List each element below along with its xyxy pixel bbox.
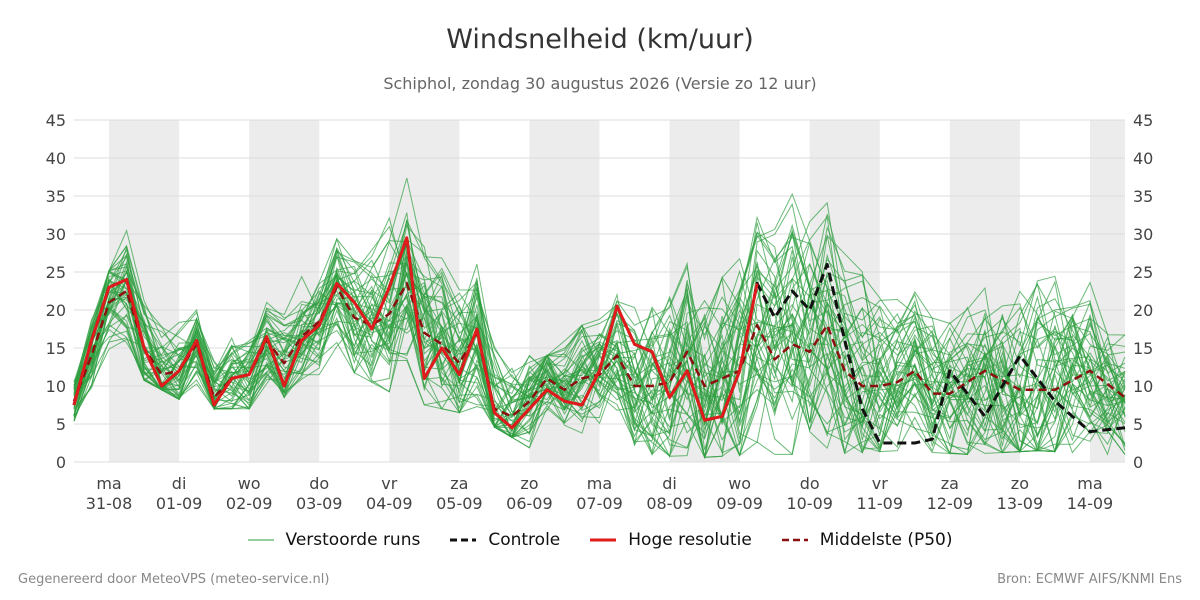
y-tick-label: 30 [46, 225, 66, 244]
x-tick-weekday: zo [520, 474, 538, 493]
x-tick-weekday: vr [381, 474, 397, 493]
x-tick-date: 05-09 [436, 494, 483, 513]
y-tick-label: 15 [46, 339, 66, 358]
y-tick-label: 25 [46, 263, 66, 282]
y-tick-label: 10 [46, 377, 66, 396]
ensemble-member-line [73, 255, 1126, 455]
x-tick-date: 09-09 [716, 494, 763, 513]
legend-swatch-ensemble [247, 539, 274, 541]
chart-title: Windsnelheid (km/uur) [446, 24, 754, 55]
y-tick-label-right: 20 [1133, 301, 1153, 320]
y-tick-label: 5 [56, 415, 66, 434]
ensemble-member-line [73, 250, 1126, 447]
legend-label-ensemble: Verstoorde runs [285, 530, 421, 550]
legend-swatch-hires [590, 538, 617, 542]
x-tick-weekday: za [450, 474, 468, 493]
x-tick-weekday: do [309, 474, 329, 493]
day-band [249, 120, 320, 462]
y-tick-label-right: 45 [1133, 111, 1153, 130]
ensemble-member-line [73, 242, 1126, 458]
y-tick-label-right: 30 [1133, 225, 1153, 244]
x-tick-weekday: ma [587, 474, 612, 493]
legend-item-ensemble[interactable]: Verstoorde runs [247, 530, 421, 550]
y-tick-label: 35 [46, 187, 66, 206]
ensemble-member-line [73, 285, 1126, 454]
x-tick-date: 12-09 [927, 494, 974, 513]
x-tick-date: 13-09 [997, 494, 1044, 513]
legend: Verstoorde runs Controle Hoge resolutie … [0, 530, 1200, 550]
ensemble-member-line [73, 248, 1126, 457]
ensemble-member-line [73, 222, 1126, 454]
x-tick-date: 14-09 [1067, 494, 1114, 513]
legend-swatch-control [450, 538, 477, 542]
y-tick-label: 0 [56, 453, 66, 472]
x-axis: ma31-08di01-09wo02-09do03-09vr04-09za05-… [86, 474, 1113, 513]
legend-item-hires[interactable]: Hoge resolutie [590, 530, 752, 550]
x-tick-date: 06-09 [506, 494, 553, 513]
y-tick-label: 40 [46, 149, 66, 168]
x-tick-weekday: zo [1011, 474, 1029, 493]
chart-subtitle: Schiphol, zondag 30 augustus 2026 (Versi… [383, 74, 817, 93]
y-tick-label-right: 35 [1133, 187, 1153, 206]
ensemble-member-line [73, 228, 1126, 456]
x-tick-date: 11-09 [857, 494, 904, 513]
x-tick-weekday: wo [238, 474, 261, 493]
legend-item-median[interactable]: Middelste (P50) [781, 530, 953, 550]
legend-item-control[interactable]: Controle [450, 530, 560, 550]
x-tick-weekday: di [172, 474, 187, 493]
x-tick-date: 03-09 [296, 494, 343, 513]
ensemble-member-line [73, 192, 1126, 446]
footer-source: Bron: ECMWF AIFS/KNMI Ens [997, 572, 1182, 587]
ensemble-member-line [73, 249, 1126, 455]
legend-label-median: Middelste (P50) [819, 530, 953, 550]
legend-swatch-median [781, 538, 808, 542]
legend-label-control: Controle [488, 530, 561, 550]
y-tick-label-right: 10 [1133, 377, 1153, 396]
y-tick-label-right: 15 [1133, 339, 1153, 358]
y-axis-left: 0 5 10 15 20 25 30 35 40 45 [46, 111, 66, 472]
x-tick-weekday: wo [728, 474, 751, 493]
ensemble-member-line [73, 253, 1126, 458]
x-tick-weekday: ma [96, 474, 121, 493]
x-tick-weekday: ma [1077, 474, 1102, 493]
x-tick-date: 02-09 [226, 494, 273, 513]
ensemble-lines [73, 177, 1126, 459]
legend-label-hires: Hoge resolutie [628, 530, 752, 550]
y-tick-label: 20 [46, 301, 66, 320]
x-tick-weekday: do [800, 474, 820, 493]
x-tick-date: 01-09 [156, 494, 203, 513]
main-lines [72, 236, 1126, 445]
x-tick-weekday: za [941, 474, 959, 493]
x-tick-date: 08-09 [646, 494, 693, 513]
x-tick-date: 10-09 [786, 494, 833, 513]
y-tick-label: 45 [46, 111, 66, 130]
footer-generated-by: Gegenereerd door MeteoVPS (meteo-service… [18, 572, 330, 587]
x-tick-date: 31-08 [86, 494, 133, 513]
y-tick-label-right: 25 [1133, 263, 1153, 282]
x-tick-date: 07-09 [576, 494, 623, 513]
x-tick-weekday: di [662, 474, 677, 493]
ensemble-member-line [73, 272, 1126, 453]
day-band [109, 120, 180, 462]
hires-line [72, 236, 759, 430]
y-axis-right: 0 5 10 15 20 25 30 35 40 45 [1133, 111, 1153, 472]
y-tick-label-right: 40 [1133, 149, 1153, 168]
x-tick-weekday: vr [872, 474, 888, 493]
y-tick-label-right: 5 [1133, 415, 1143, 434]
y-tick-label-right: 0 [1133, 453, 1143, 472]
x-tick-date: 04-09 [366, 494, 413, 513]
